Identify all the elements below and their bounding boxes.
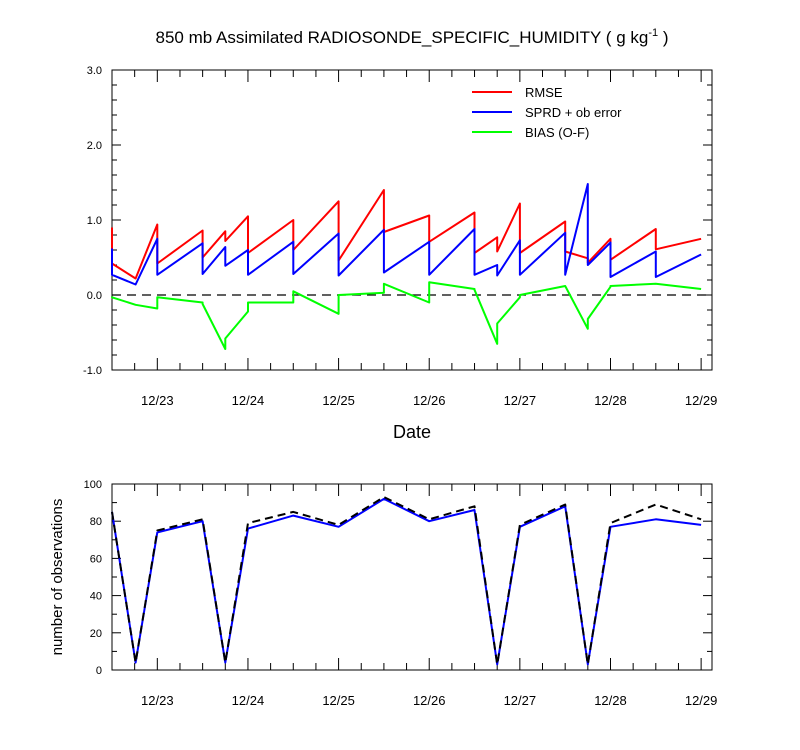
top-panel-series	[111, 183, 702, 350]
chart-title: 850 mb Assimilated RADIOSONDE_SPECIFIC_H…	[156, 27, 669, 47]
chart-title-end: )	[658, 28, 668, 47]
y-tick-label: -1.0	[83, 365, 102, 377]
top-panel-ticks	[111, 69, 712, 371]
y-tick-label: 1.0	[87, 215, 102, 227]
x-tick-label: 12/26	[413, 693, 446, 708]
legend: RMSE SPRD + ob error BIAS (O-F)	[472, 85, 622, 140]
x-tick-label: 12/28	[594, 693, 627, 708]
x-tick-label: 12/25	[322, 693, 355, 708]
y-tick-label: 3.0	[87, 65, 102, 77]
x-tick-label: 12/27	[504, 393, 537, 408]
x-tick-label: 12/27	[504, 693, 537, 708]
legend-label-bias: BIAS (O-F)	[525, 125, 589, 140]
series-line-possible	[111, 496, 702, 666]
y-tick-label: 40	[90, 591, 102, 603]
x-tick-label: 12/28	[594, 393, 627, 408]
series-line-sprd-ob-error	[111, 183, 702, 286]
chart-title-main: 850 mb Assimilated RADIOSONDE_SPECIFIC_H…	[156, 28, 649, 47]
y-tick-label: 0	[96, 665, 102, 677]
y-tick-label: 100	[84, 479, 102, 491]
series-line-used	[111, 497, 702, 666]
y-tick-label: 20	[90, 628, 102, 640]
x-tick-label: 12/24	[232, 693, 265, 708]
top-x-axis-label: Date	[393, 422, 431, 442]
x-tick-label: 12/25	[322, 393, 355, 408]
x-tick-label: 12/29	[685, 393, 718, 408]
bottom-x-tick-labels: 12/23 12/24 12/25 12/26 12/27 12/28 12/29	[141, 693, 717, 708]
legend-label-rmse: RMSE	[525, 85, 563, 100]
bottom-panel-series	[111, 496, 702, 666]
x-tick-label: 12/29	[685, 693, 718, 708]
x-tick-label: 12/23	[141, 693, 174, 708]
bottom-y-tick-labels: 0 20 40 60 80 100	[84, 479, 102, 677]
bottom-y-axis-label: number of observations	[49, 499, 66, 656]
y-tick-label: 60	[90, 553, 102, 565]
y-tick-label: 2.0	[87, 140, 102, 152]
legend-label-sprd: SPRD + ob error	[525, 105, 622, 120]
chart-title-superscript: -1	[648, 27, 658, 39]
top-panel: -1.00.01.02.03.0 12/23 12/24 12/25 12/26 12/…	[83, 65, 717, 442]
x-tick-label: 12/23	[141, 393, 174, 408]
top-y-tick-labels: -1.0 0.0 1.0 2.0 3.0	[83, 65, 102, 377]
top-x-tick-labels: 12/23 12/24 12/25 12/26 12/27 12/28 12/29	[141, 393, 717, 408]
bottom-panel-ticks	[111, 483, 712, 671]
y-tick-label: 0.0	[87, 290, 102, 302]
y-tick-label: 80	[90, 516, 102, 528]
x-tick-label: 12/26	[413, 393, 446, 408]
series-line-bias-o-f	[111, 281, 702, 350]
x-tick-label: 12/24	[232, 393, 265, 408]
